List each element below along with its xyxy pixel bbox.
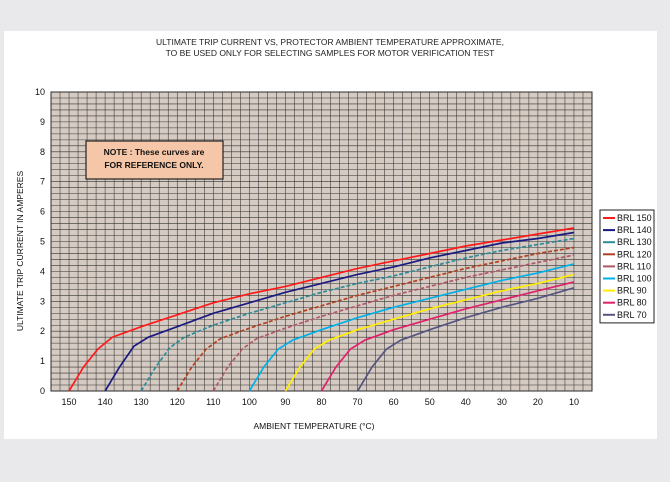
legend-label: BRL 130 [617, 237, 652, 247]
y-tick-label: 3 [40, 296, 45, 306]
x-tick-label: 60 [389, 397, 399, 407]
y-tick-label: 8 [40, 147, 45, 157]
x-tick-label: 20 [533, 397, 543, 407]
legend-label: BRL 90 [617, 286, 647, 296]
x-tick-label: 90 [280, 397, 290, 407]
series-line-brl-120 [176, 246, 575, 392]
series-line-brl-90 [284, 273, 575, 392]
x-tick-label: 40 [461, 397, 471, 407]
y-tick-label: 9 [40, 117, 45, 127]
series-line-brl-150 [68, 227, 575, 392]
legend: BRL 150 BRL 140 BRL 130 BRL 120 BRL 110 BRL 1… [599, 209, 655, 324]
y-tick-label: 6 [40, 207, 45, 217]
legend-label: BRL 70 [617, 310, 647, 320]
chart-title-line-2: TO BE USED ONLY FOR SELECTING SAMPLES FO… [166, 48, 495, 58]
x-tick-label: 10 [569, 397, 579, 407]
legend-label: BRL 120 [617, 249, 652, 259]
series-lines [68, 227, 575, 392]
note-background [85, 140, 224, 180]
x-tick-label: 50 [425, 397, 435, 407]
chart: ULTIMATE TRIP CURRENT VS, PROTECTOR AMBI… [15, 37, 655, 431]
x-tick-label: 120 [170, 397, 185, 407]
x-tick-label: 80 [316, 397, 326, 407]
x-tick-label: 100 [242, 397, 257, 407]
y-tick-label: 7 [40, 177, 45, 187]
y-tick-label: 1 [40, 356, 45, 366]
series-line-brl-80 [320, 281, 575, 392]
note-box: NOTE : These curves are FOR REFERENCE ON… [85, 140, 224, 180]
note-line-2: FOR REFERENCE ONLY. [104, 160, 203, 170]
x-axis-title: AMBIENT TEMPERATURE (°C) [254, 421, 375, 431]
legend-label: BRL 110 [617, 261, 651, 271]
y-tick-label: 4 [40, 266, 45, 276]
legend-label: BRL 80 [617, 298, 647, 308]
tick-labels: 150 140 130 120 110 100 90 80 70 60 50 40 30 20 100123… [35, 87, 579, 407]
y-tick-label: 0 [40, 386, 45, 396]
x-tick-label: 110 [206, 397, 220, 407]
y-tick-label: 10 [35, 87, 45, 97]
chart-title-line-1: ULTIMATE TRIP CURRENT VS, PROTECTOR AMBI… [156, 37, 504, 47]
y-tick-label: 2 [40, 326, 45, 336]
series-line-brl-140 [104, 231, 575, 392]
series-line-brl-110 [212, 254, 575, 392]
x-tick-label: 70 [353, 397, 363, 407]
x-tick-label: 130 [134, 397, 149, 407]
legend-label: BRL 150 [617, 213, 652, 223]
x-tick-label: 140 [98, 397, 113, 407]
series-line-brl-130 [140, 237, 575, 392]
note-line-1: NOTE : These curves are [104, 147, 205, 157]
legend-label: BRL 140 [617, 225, 652, 235]
y-tick-label: 5 [40, 237, 45, 247]
legend-label: BRL 100 [617, 274, 652, 284]
x-tick-label: 30 [497, 397, 507, 407]
series-line-brl-70 [356, 286, 575, 392]
series-line-brl-100 [248, 263, 575, 392]
x-tick-label: 150 [62, 397, 77, 407]
chart-panel: ULTIMATE TRIP CURRENT VS, PROTECTOR AMBI… [4, 31, 657, 439]
y-axis-title: ULTIMATE TRIP CURRENT IN AMPERES [15, 171, 25, 332]
